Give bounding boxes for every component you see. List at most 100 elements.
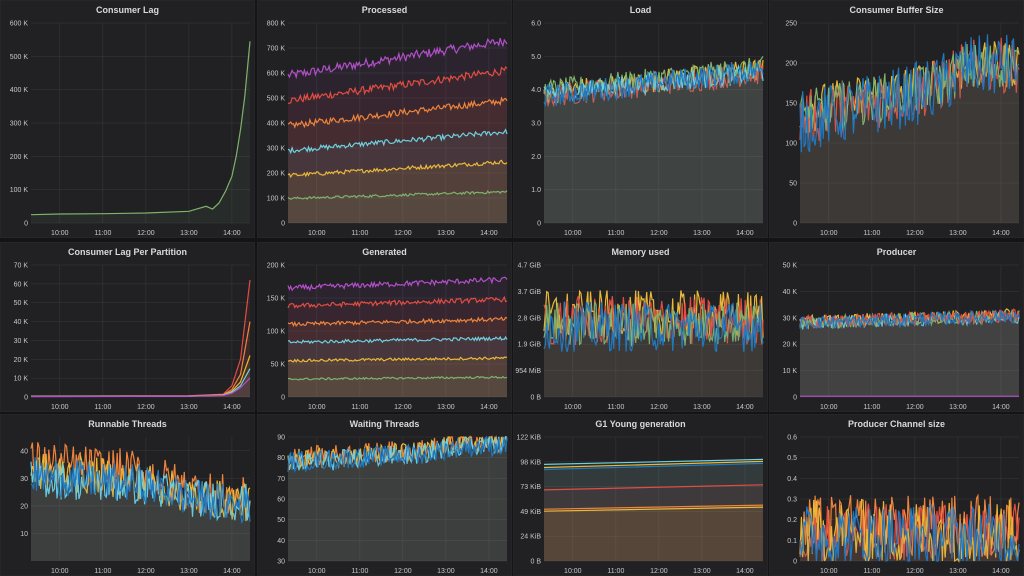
y-tick-label: 40 K: [14, 319, 29, 326]
panel-title[interactable]: Consumer Buffer Size: [849, 5, 944, 15]
y-tick-label: 400 K: [267, 121, 286, 128]
y-tick-label: 400 K: [10, 87, 29, 94]
y-tick-label: 100 K: [267, 196, 286, 203]
panel-title[interactable]: Runnable Threads: [88, 419, 167, 429]
y-tick-label: 40 K: [783, 289, 798, 296]
x-tick-label: 11:00: [94, 230, 111, 237]
y-tick-label: 500 K: [10, 54, 29, 61]
chart-memory-used: 0 B 954 MiB 1.9 GiB 2.8 GiB 3.7 GiB 4.7 GiB 10…: [515, 263, 764, 411]
series-area: [31, 368, 250, 397]
series-area: [288, 337, 507, 397]
series-line: [30, 368, 251, 397]
y-tick-label: 2.0: [531, 154, 541, 161]
y-tick-label: 700 K: [267, 46, 286, 53]
x-tick-label: 13:00: [437, 404, 455, 411]
x-tick-label: 10:00: [564, 230, 582, 237]
chart-consumer-lag-per-partition: 0 10 K 20 K 30 K 40 K 50 K 60 K 70 K 10:00 11:00 1…: [14, 263, 251, 411]
y-tick-label: 50: [277, 517, 285, 524]
y-tick-label: 80: [277, 455, 285, 462]
x-tick-label: 12:00: [137, 404, 155, 411]
series-line: [543, 504, 764, 510]
panel-title[interactable]: Load: [629, 5, 652, 15]
series-area: [800, 309, 1019, 397]
y-tick-label: 0: [793, 221, 797, 228]
y-tick-label: 200 K: [10, 154, 29, 161]
series-area: [544, 459, 763, 561]
series-area: [544, 507, 763, 561]
panel-title[interactable]: Consumer Lag Per Partition: [67, 247, 188, 257]
y-tick-label: 0: [281, 395, 285, 402]
panel-generated[interactable]: Generated 0 50 K 100 K 150 K 200 K 10:00 11:00…: [257, 242, 512, 412]
series-line: [30, 355, 251, 397]
series-area: [288, 129, 507, 223]
panel-title[interactable]: Waiting Threads: [349, 419, 420, 429]
panel-g1-young-generation[interactable]: G1 Young generation 0 B 24 KiB 49 KiB 73 Ki…: [513, 414, 768, 576]
panel-title[interactable]: Generated: [362, 247, 407, 257]
panel-title[interactable]: Consumer Lag: [95, 5, 159, 15]
x-tick-label: 12:00: [650, 230, 668, 237]
panel-load[interactable]: Load 0 1.0 2.0 3.0 4.0 5.0 6.0 10:00 11:00 12:00 1…: [513, 0, 768, 238]
panel-title[interactable]: Producer Channel size: [847, 419, 946, 429]
y-tick-label: 60: [277, 497, 285, 504]
x-tick-label: 14:00: [223, 230, 241, 237]
series-line: [287, 335, 508, 345]
series-area: [31, 280, 250, 397]
panel-title[interactable]: Memory used: [611, 247, 670, 257]
y-tick-label: 0.5: [787, 455, 797, 462]
series-line: [287, 316, 508, 328]
panel-title[interactable]: Producer: [876, 247, 917, 257]
y-tick-label: 150: [785, 101, 797, 108]
x-tick-label: 11:00: [351, 230, 368, 237]
y-tick-label: 800 K: [267, 21, 286, 28]
x-tick-label: 11:00: [607, 404, 624, 411]
y-tick-label: 90: [277, 435, 285, 442]
x-tick-label: 13:00: [437, 230, 455, 237]
series-line: [287, 356, 508, 363]
panel-producer[interactable]: Producer 0 10 K 20 K 30 K 40 K 50 K 10:00 11:00…: [769, 242, 1024, 412]
panel-memory-used[interactable]: Memory used 0 B 954 MiB 1.9 GiB 2.8 GiB 3.7 …: [513, 242, 768, 412]
x-tick-label: 13:00: [693, 404, 711, 411]
panel-runnable-threads[interactable]: Runnable Threads 10 20 30 40 10:00 11:00 12:00…: [0, 414, 255, 576]
y-tick-label: 50 K: [271, 362, 286, 369]
y-tick-label: 250: [785, 21, 797, 28]
series-area: [288, 357, 507, 397]
x-tick-label: 14:00: [736, 230, 754, 237]
x-tick-label: 14:00: [223, 404, 241, 411]
y-tick-label: 30 K: [783, 315, 798, 322]
panel-consumer-lag-per-partition[interactable]: Consumer Lag Per Partition 0 10 K 20 K 30 K…: [0, 242, 255, 412]
chart-producer-channel-size: 0 0.1 0.2 0.3 0.4 0.5 0.6 10:00 11:00 12:00 13:00 1…: [787, 435, 1020, 575]
x-tick-label: 12:00: [137, 230, 155, 237]
x-tick-label: 13:00: [180, 568, 198, 575]
y-tick-label: 300 K: [267, 146, 286, 153]
panel-title[interactable]: G1 Young generation: [595, 419, 686, 429]
y-tick-label: 2.8 GiB: [518, 315, 542, 322]
panel-consumer-buffer-size[interactable]: Consumer Buffer Size 0 50 100 150 200 250 10:0…: [769, 0, 1024, 238]
x-tick-label: 11:00: [863, 230, 880, 237]
panel-consumer-lag[interactable]: Consumer Lag 0 100 K 200 K 300 K 400 K 500 K 6…: [0, 0, 255, 238]
x-tick-label: 14:00: [736, 568, 754, 575]
x-tick-label: 13:00: [180, 230, 198, 237]
y-tick-label: 0: [793, 559, 797, 566]
y-tick-label: 0: [537, 221, 541, 228]
x-tick-label: 12:00: [906, 404, 924, 411]
panel-title[interactable]: Processed: [361, 5, 408, 15]
series-area: [800, 44, 1019, 223]
y-tick-label: 50 K: [14, 300, 29, 307]
panel-processed[interactable]: Processed 0 100 K 200 K 300 K 400 K 500 K 600 …: [257, 0, 512, 238]
series-line: [543, 300, 764, 347]
series-area: [544, 60, 763, 223]
series-area: [31, 378, 250, 397]
panel-waiting-threads[interactable]: Waiting Threads 30 40 50 60 70 80 90 10:00 11:00…: [257, 414, 512, 576]
y-tick-label: 10 K: [783, 368, 798, 375]
chart-runnable-threads: 10 20 30 40 10:00 11:00 12:00 13:00 14:00: [20, 437, 251, 575]
series-line: [287, 295, 508, 309]
y-tick-label: 954 MiB: [515, 368, 541, 375]
x-tick-label: 13:00: [949, 404, 967, 411]
panel-producer-channel-size[interactable]: Producer Channel size 0 0.1 0.2 0.3 0.4 0.5 0.…: [769, 414, 1024, 576]
series-area: [288, 376, 507, 397]
series-area: [800, 503, 1019, 561]
y-tick-label: 30 K: [14, 338, 29, 345]
series-line: [799, 310, 1020, 329]
chart-generated: 0 50 K 100 K 150 K 200 K 10:00 11:00 12:00 13:00…: [267, 263, 508, 411]
y-tick-label: 0.1: [787, 538, 797, 545]
